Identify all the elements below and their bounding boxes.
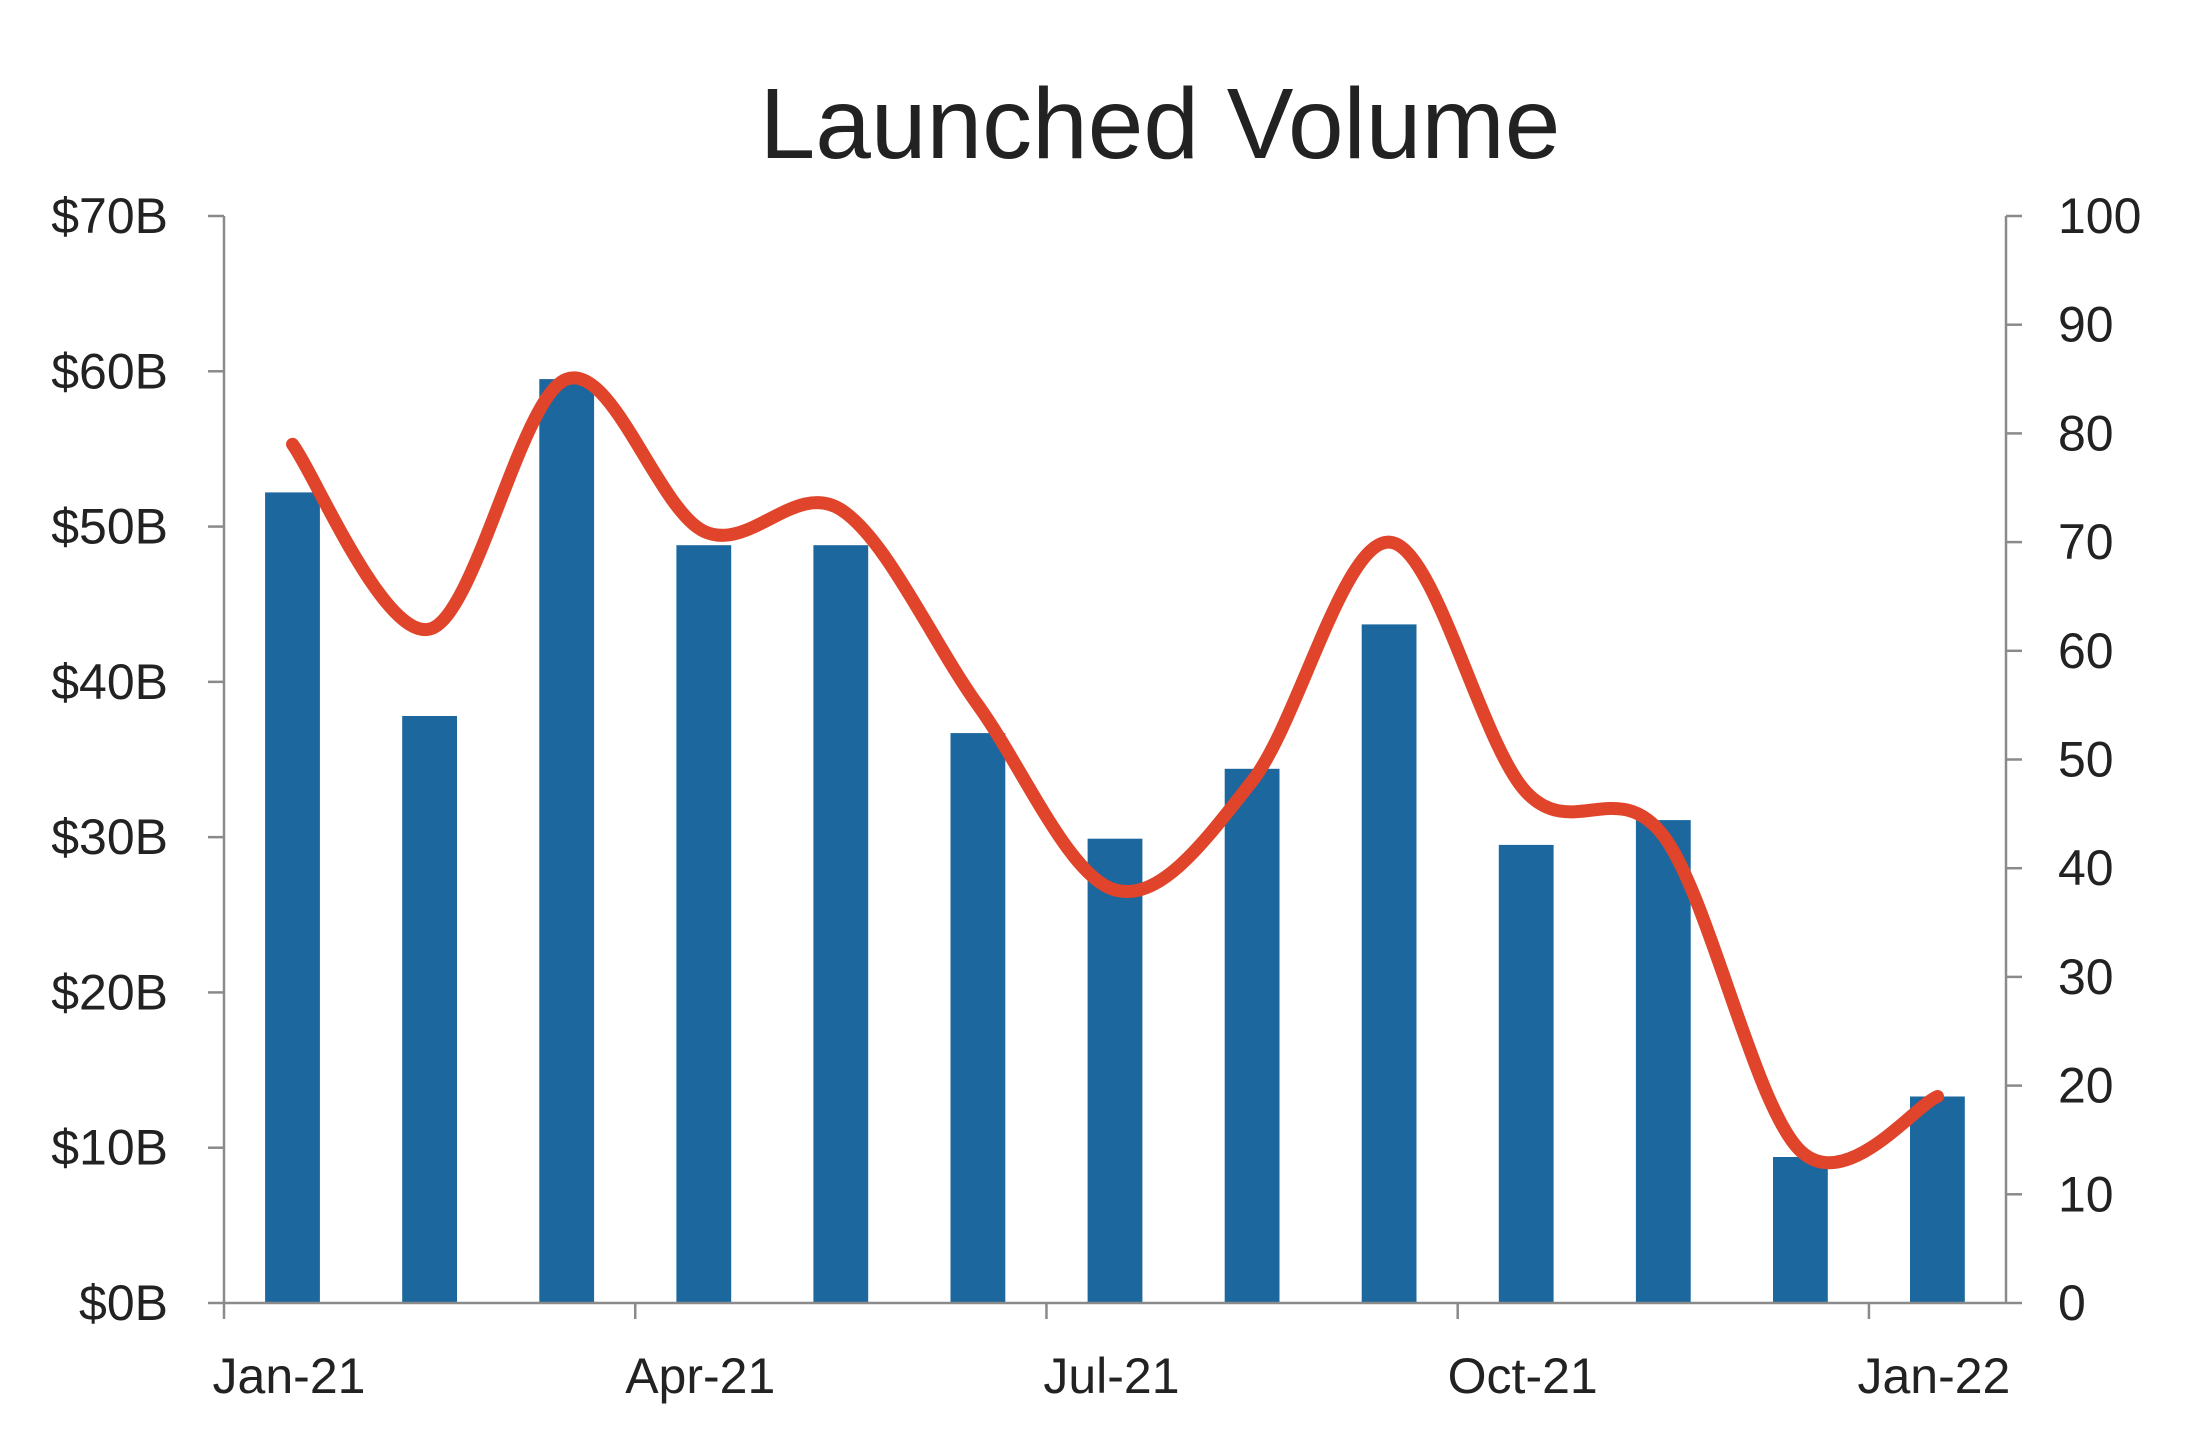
- y-left-tick-label: $50B: [51, 499, 168, 555]
- y-right-tick-label: 20: [2058, 1058, 2114, 1114]
- bar-sep-21: [1361, 624, 1417, 1303]
- y-right-tick-label: 50: [2058, 732, 2114, 788]
- bar-jan-22: [1910, 1096, 1965, 1303]
- axes: $0B $10B $20B $30B $40B $50B $60B $70B 0 10 20 30 40…: [51, 188, 2141, 1404]
- bar-apr-21: [676, 545, 732, 1303]
- y-left-tick-label: $70B: [51, 188, 168, 244]
- bar-jun-21: [950, 733, 1006, 1303]
- chart-title: Launched Volume: [760, 68, 1561, 180]
- line-series: [286, 371, 1944, 1170]
- y-right-tick-label: 30: [2058, 949, 2114, 1005]
- y-left-tick-label: $10B: [51, 1120, 168, 1176]
- x-tick-label: Apr-21: [625, 1348, 775, 1404]
- bar-series: [265, 379, 1965, 1304]
- y-left-tick-label: $40B: [51, 654, 168, 710]
- y-right-tick-label: 70: [2058, 514, 2114, 570]
- y-right-tick-label: 90: [2058, 297, 2114, 353]
- x-tick-label: Jan-21: [213, 1348, 366, 1404]
- y-left-tick-label: $20B: [51, 964, 168, 1020]
- bar-mar-21: [539, 379, 595, 1304]
- bar-feb-21: [402, 716, 457, 1303]
- y-right-tick-label: 80: [2058, 405, 2114, 461]
- y-right-tick-label: 100: [2058, 188, 2141, 244]
- bar-dec-21: [1773, 1157, 1828, 1303]
- bar-nov-21: [1635, 820, 1691, 1303]
- x-tick-label: Jan-22: [1857, 1348, 2010, 1404]
- y-right-tick-label: 60: [2058, 623, 2114, 679]
- bar-jan-21: [265, 492, 320, 1303]
- x-tick-label: Jul-21: [1043, 1348, 1179, 1404]
- bar-oct-21: [1498, 844, 1554, 1303]
- y-left-tick-label: $60B: [51, 343, 168, 399]
- y-right-tick-label: 40: [2058, 840, 2114, 896]
- y-left-tick-label: $0B: [79, 1275, 168, 1331]
- bar-aug-21: [1224, 768, 1280, 1303]
- x-tick-label: Oct-21: [1448, 1348, 1598, 1404]
- y-right-tick-label: 0: [2058, 1275, 2086, 1331]
- line-series-path: [286, 371, 1944, 1170]
- y-right-tick-label: 10: [2058, 1166, 2114, 1222]
- bar-may-21: [813, 545, 869, 1303]
- bar-jul-21: [1087, 838, 1143, 1303]
- y-left-tick-label: $30B: [51, 809, 168, 865]
